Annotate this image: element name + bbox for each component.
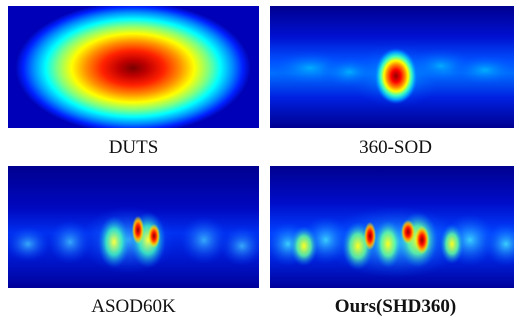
heatmap-shd360-graphic	[270, 166, 514, 288]
caption-duts: DUTS	[108, 137, 159, 158]
heatmap-duts	[8, 6, 259, 128]
caption-shd360: Ours(SHD360)	[334, 296, 457, 317]
caption-asod60k: ASOD60K	[91, 296, 176, 317]
heatmap-duts-graphic	[8, 6, 259, 128]
heatmap-asod60k-graphic	[8, 166, 259, 288]
caption-360-sod: 360-SOD	[359, 137, 432, 158]
heatmap-360-sod-graphic	[270, 6, 514, 128]
heatmap-shd360	[270, 166, 514, 288]
heatmap-asod60k	[8, 166, 259, 288]
heatmap-360-sod	[270, 6, 514, 128]
